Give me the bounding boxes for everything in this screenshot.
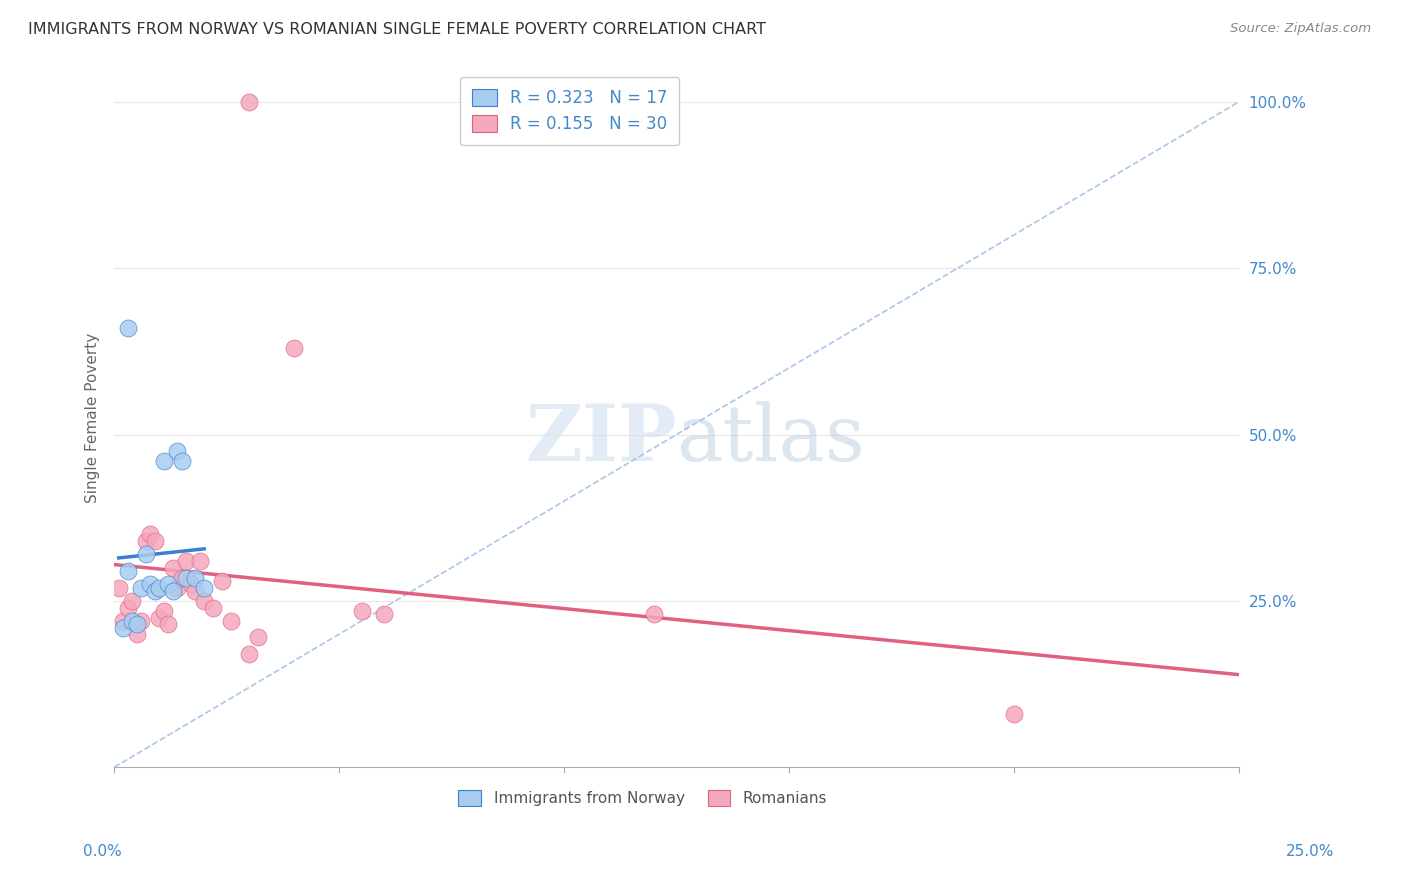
Point [107, 581, 129, 595]
Text: 25.0%: 25.0% [1286, 845, 1334, 859]
Point [219, 614, 242, 628]
Point [174, 571, 197, 585]
Point [121, 594, 143, 608]
Point [1002, 706, 1025, 721]
Point [152, 454, 174, 468]
Point [121, 614, 143, 628]
Point [193, 581, 215, 595]
Text: ZIP: ZIP [524, 401, 676, 477]
Point [166, 581, 188, 595]
Point [152, 604, 174, 618]
Point [143, 533, 166, 548]
Point [162, 560, 184, 574]
Point [162, 583, 184, 598]
Point [148, 610, 170, 624]
Point [350, 604, 373, 618]
Point [211, 574, 233, 588]
Point [157, 577, 180, 591]
Point [117, 321, 139, 335]
Point [238, 647, 260, 661]
Point [193, 594, 215, 608]
Point [117, 600, 139, 615]
Point [170, 454, 193, 468]
Legend: Immigrants from Norway, Romanians: Immigrants from Norway, Romanians [450, 781, 837, 815]
Text: 0.0%: 0.0% [83, 845, 122, 859]
Point [166, 444, 188, 458]
Point [143, 583, 166, 598]
Point [117, 564, 139, 578]
Text: atlas: atlas [676, 401, 865, 476]
Point [373, 607, 395, 622]
Point [112, 614, 135, 628]
Point [139, 527, 162, 541]
Point [202, 600, 225, 615]
Point [135, 533, 157, 548]
Point [139, 577, 162, 591]
Point [184, 571, 207, 585]
Point [129, 614, 152, 628]
Y-axis label: Single Female Poverty: Single Female Poverty [86, 333, 100, 503]
Point [170, 571, 193, 585]
Text: IMMIGRANTS FROM NORWAY VS ROMANIAN SINGLE FEMALE POVERTY CORRELATION CHART: IMMIGRANTS FROM NORWAY VS ROMANIAN SINGL… [28, 22, 766, 37]
Point [283, 341, 305, 355]
Text: Source: ZipAtlas.com: Source: ZipAtlas.com [1230, 22, 1371, 36]
Point [157, 617, 180, 632]
Point [112, 620, 135, 634]
Point [238, 95, 260, 109]
Point [247, 631, 270, 645]
Point [129, 581, 152, 595]
Point [125, 617, 148, 632]
Point [188, 554, 211, 568]
Point [180, 577, 202, 591]
Point [643, 607, 665, 622]
Point [174, 554, 197, 568]
Point [125, 627, 148, 641]
Point [148, 581, 170, 595]
Point [184, 583, 207, 598]
Point [135, 547, 157, 561]
